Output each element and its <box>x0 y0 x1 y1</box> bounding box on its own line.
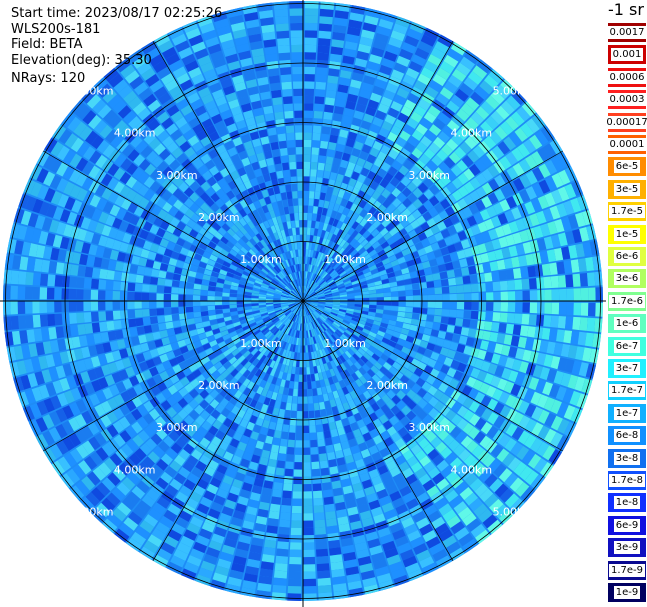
ring-label: 3.00km <box>156 421 198 434</box>
azimuth-spoke <box>302 150 563 302</box>
colorbar-tick-label: 1.7e-9 <box>608 563 646 577</box>
colorbar-tick: 1e-7 <box>607 402 647 424</box>
colorbar-tick-label: 0.00017 <box>604 115 647 129</box>
ring-label: 5.00km <box>493 505 535 518</box>
colorbar-tick: 1e-6 <box>607 313 647 335</box>
colorbar-tick: 6e-6 <box>607 246 647 267</box>
colorbar-tick: 1.7e-6 <box>607 290 647 312</box>
colorbar-tick: 0.0001 <box>607 134 647 155</box>
colorbar-tick: 6e-5 <box>607 156 647 178</box>
ring-label: 5.00km <box>72 85 114 98</box>
ring-label: 1.00km <box>324 253 366 266</box>
ring-label: 2.00km <box>198 379 240 392</box>
nrays-label: NRays: 120 <box>11 71 86 86</box>
colorbar-tick-label: 1.7e-8 <box>608 474 646 487</box>
ring-label: 4.00km <box>114 127 156 140</box>
colorbar-tick-label: 3e-6 <box>613 272 641 286</box>
azimuth-spoke <box>302 41 454 302</box>
ring-label: 4.00km <box>114 463 156 476</box>
ring-label: 5.00km <box>72 505 114 518</box>
colorbar-tick: 1.7e-7 <box>607 380 647 402</box>
colorbar-tick: 3e-9 <box>607 537 647 559</box>
colorbar-tick: 1e-8 <box>607 492 647 514</box>
colorbar-tick: 1e-5 <box>607 223 647 245</box>
elevation-label: Elevation(deg): 35.30 <box>11 53 152 68</box>
colorbar-tick: 6e-8 <box>607 425 647 447</box>
colorbar-tick-label: 0.0001 <box>607 138 647 151</box>
ring-label: 5.00km <box>493 85 535 98</box>
ring-label: 3.00km <box>408 421 450 434</box>
colorbar-tick: 0.0006 <box>607 66 647 88</box>
colorbar-tick-label: 6e-8 <box>613 429 641 443</box>
colorbar-tick: 1e-9 <box>607 582 647 603</box>
ring-label: 1.00km <box>240 253 282 266</box>
colorbar-tick: 6e-9 <box>607 514 647 536</box>
azimuth-spoke <box>43 300 304 452</box>
azimuth-spoke <box>43 150 304 302</box>
colorbar-tick: 0.00017 <box>604 111 647 133</box>
ring-label: 2.00km <box>366 379 408 392</box>
ring-label: 1.00km <box>324 337 366 350</box>
colorbar-tick-label: 3e-5 <box>613 182 641 196</box>
colorbar-tick: 0.001 <box>607 44 647 66</box>
ring-label: 3.00km <box>408 169 450 182</box>
colorbar-tick-label: 1e-6 <box>613 317 641 331</box>
colorbar-tick: 3e-6 <box>607 268 647 290</box>
azimuth-spoke <box>302 300 454 561</box>
colorbar-tick-label: 3e-7 <box>613 362 641 375</box>
colorbar-tick-label: 1e-8 <box>613 496 641 510</box>
colorbar-tick-label: 0.0017 <box>607 26 647 39</box>
colorbar-tick: 6e-7 <box>607 335 647 357</box>
colorbar-tick-label: 6e-5 <box>613 160 641 174</box>
ppi-plot: 1.00km 1.00km 1.00km 1.00km 2.00km 2.00km 2.00… <box>0 0 606 607</box>
colorbar-tick: 3e-8 <box>607 447 647 469</box>
colorbar-tick-label: 1.7e-6 <box>608 294 646 308</box>
colorbar-tick: 1.7e-5 <box>607 201 647 223</box>
colorbar-tick: 0.0003 <box>607 89 647 111</box>
colorbar-tick-label: 0.0003 <box>607 93 647 107</box>
field-label: Field: BETA <box>11 37 83 52</box>
colorbar-tick-label: 3e-9 <box>613 541 641 555</box>
ring-label: 2.00km <box>198 211 240 224</box>
colorbar-tick-label: 1.7e-5 <box>608 205 646 219</box>
colorbar-tick-label: 1e-9 <box>613 586 641 599</box>
colorbar-tick: 1.7e-8 <box>607 470 647 491</box>
start-time-label: Start time: 2023/08/17 02:25:26 <box>11 6 223 21</box>
device-label: WLS200s-181 <box>11 22 101 37</box>
colorbar-tick-label: 3e-8 <box>613 451 641 465</box>
azimuth-spoke <box>152 300 304 561</box>
colorbar-tick-label: 0.0006 <box>607 70 647 84</box>
colorbar-unit-label: -1 sr <box>608 0 644 19</box>
colorbar-tick: 0.0017 <box>607 22 647 43</box>
azimuth-spoke <box>152 41 304 302</box>
ring-label: 2.00km <box>366 211 408 224</box>
colorbar: -1 sr 0.0017 0.001 0.0006 0.0003 0.00017 0.00… <box>604 0 647 607</box>
colorbar-tick-label: 6e-7 <box>613 339 641 353</box>
ring-label: 1.00km <box>240 337 282 350</box>
ring-label: 3.00km <box>156 169 198 182</box>
colorbar-tick-label: 1e-5 <box>613 227 641 241</box>
colorbar-tick-label: 1e-7 <box>613 406 641 420</box>
colorbar-tick: 3e-7 <box>607 358 647 379</box>
colorbar-tick-label: 1.7e-7 <box>608 384 646 398</box>
colorbar-tick-label: 6e-6 <box>613 250 641 263</box>
ring-label: 4.00km <box>451 463 493 476</box>
colorbar-tick: 1.7e-9 <box>607 559 647 581</box>
azimuth-spoke <box>302 300 563 452</box>
colorbar-tick-label: 6e-9 <box>613 518 641 532</box>
colorbar-tick-label: 0.001 <box>610 48 644 62</box>
colorbar-tick: 3e-5 <box>607 178 647 200</box>
ring-label: 4.00km <box>451 127 493 140</box>
